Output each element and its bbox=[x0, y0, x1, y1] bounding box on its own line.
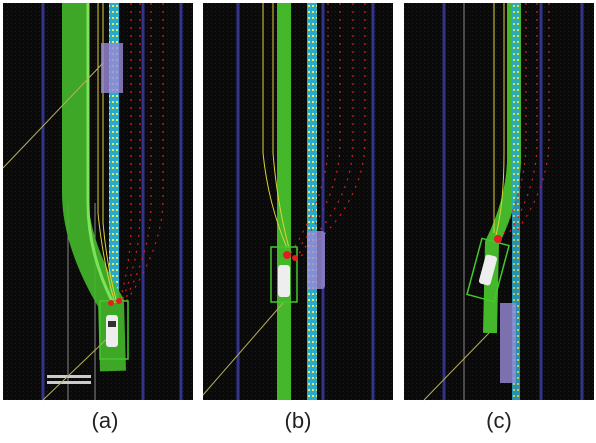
figure: (a) (b) (c) bbox=[0, 0, 596, 443]
panel-caption: (c) bbox=[486, 408, 512, 433]
panel-a bbox=[3, 3, 193, 400]
panel-caption: (a) bbox=[92, 408, 119, 433]
panel-caption: (b) bbox=[285, 408, 312, 433]
panel-c bbox=[404, 3, 594, 400]
panel-b bbox=[203, 3, 393, 400]
